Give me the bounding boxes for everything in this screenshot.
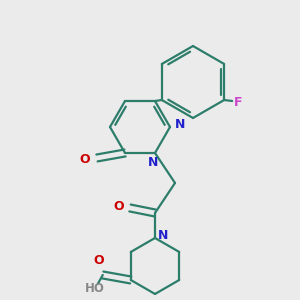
Text: O: O xyxy=(80,154,90,166)
Text: O: O xyxy=(93,254,104,268)
Text: F: F xyxy=(234,95,242,109)
Text: O: O xyxy=(114,200,124,214)
Text: N: N xyxy=(175,118,185,131)
Text: N: N xyxy=(148,157,158,169)
Text: HO: HO xyxy=(85,283,105,296)
Text: N: N xyxy=(158,230,168,242)
